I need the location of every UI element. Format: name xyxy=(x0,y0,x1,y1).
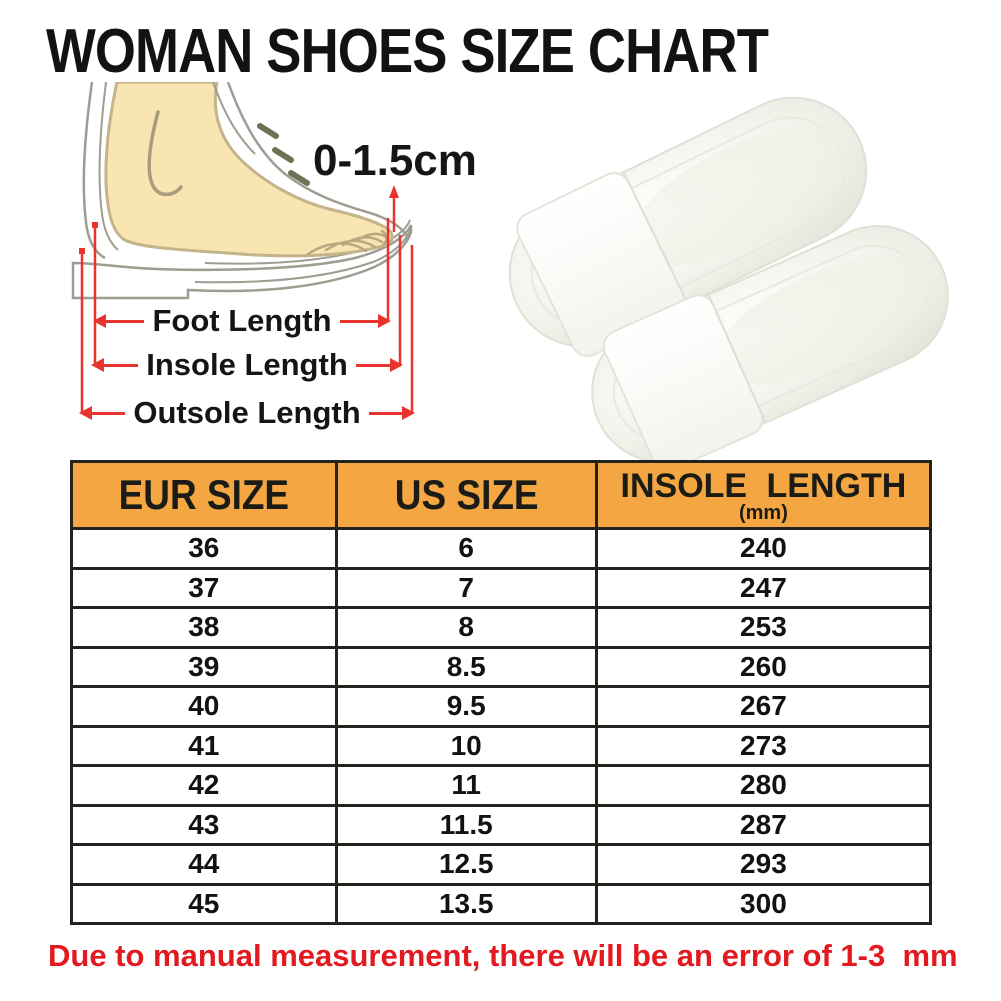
table-row: 37 7 247 xyxy=(70,566,933,609)
measurement-row-insole-length: Insole Length xyxy=(91,347,403,383)
table-cell: 42 xyxy=(70,764,338,807)
table-row: 38 8 253 xyxy=(70,606,933,649)
table-cell: 39 xyxy=(70,645,338,688)
table-row: 36 6 240 xyxy=(70,527,933,570)
table-cell: 38 xyxy=(70,606,338,649)
insole-length-label: Insole Length xyxy=(146,347,348,382)
foot-measurement-diagram: 0-1.5cm Foot Length Insole Length Outsol… xyxy=(55,82,477,452)
toe-gap-label: 0-1.5cm xyxy=(313,136,477,185)
arrow-left-icon xyxy=(91,358,104,372)
table-header-row: EUR SIZE US SIZE INSOLE LENGTH (mm) xyxy=(70,460,933,530)
size-table: EUR SIZE US SIZE INSOLE LENGTH (mm) 36 6 2… xyxy=(70,460,933,925)
unit-mm-label: (mm) xyxy=(738,502,788,524)
table-cell: 240 xyxy=(594,527,933,570)
table-row: 41 10 273 xyxy=(70,724,933,767)
shoe-sole xyxy=(71,224,413,300)
slide-sandal-left xyxy=(508,96,868,357)
foot-length-label: Foot Length xyxy=(152,303,332,338)
table-cell: 11 xyxy=(334,764,598,807)
table-cell: 273 xyxy=(594,724,933,767)
arrow-right-icon xyxy=(378,314,391,328)
slide-sandals-illustration xyxy=(508,96,949,472)
arrow-left-icon xyxy=(93,314,106,328)
table-cell: 45 xyxy=(70,882,338,925)
arrow-right-icon xyxy=(390,358,403,372)
slide-sandal-right xyxy=(591,225,949,472)
table-row: 42 11 280 xyxy=(70,764,933,807)
sandals-image xyxy=(440,72,1001,472)
shoe-laces xyxy=(257,123,310,186)
table-cell: 8 xyxy=(334,606,598,649)
table-cell: 11.5 xyxy=(334,803,598,846)
table-cell: 8.5 xyxy=(334,645,598,688)
table-cell: 293 xyxy=(594,843,933,886)
table-cell: 6 xyxy=(334,527,598,570)
size-table-body: 36 6 240 37 7 247 38 8 253 39 8.5 260 40 9.5 267 41 10 27… xyxy=(70,527,933,925)
table-header-us-size: US SIZE xyxy=(334,460,598,530)
table-cell: 9.5 xyxy=(334,685,598,728)
foot-in-shoe-illustration xyxy=(71,82,414,414)
table-row: 40 9.5 267 xyxy=(70,685,933,728)
table-cell: 12.5 xyxy=(334,843,598,886)
table-row: 43 11.5 287 xyxy=(70,803,933,846)
table-cell: 260 xyxy=(594,645,933,688)
table-cell: 10 xyxy=(334,724,598,767)
arrow-right-icon xyxy=(402,406,416,420)
table-cell: 247 xyxy=(594,566,933,609)
toe-gap-arrow-icon xyxy=(389,185,399,198)
table-cell: 40 xyxy=(70,685,338,728)
table-cell: 300 xyxy=(594,882,933,925)
measurement-lines xyxy=(79,198,414,414)
foot-shape xyxy=(104,82,394,258)
table-cell: 44 xyxy=(70,843,338,886)
table-row: 45 13.5 300 xyxy=(70,882,933,925)
table-cell: 41 xyxy=(70,724,338,767)
table-row: 44 12.5 293 xyxy=(70,843,933,886)
table-cell: 13.5 xyxy=(334,882,598,925)
table-cell: 7 xyxy=(334,566,598,609)
table-cell: 253 xyxy=(594,606,933,649)
outsole-length-label: Outsole Length xyxy=(133,395,361,430)
table-cell: 267 xyxy=(594,685,933,728)
footnote: Due to manual measurement, there will be… xyxy=(48,938,958,973)
table-header-eur-size: EUR SIZE xyxy=(70,460,338,530)
arrow-left-icon xyxy=(79,406,92,420)
page-title: WOMAN SHOES SIZE CHART xyxy=(46,17,769,86)
measurement-row-outsole-length: Outsole Length xyxy=(79,395,416,431)
size-chart-table-container: EUR SIZE US SIZE INSOLE LENGTH (mm) 36 6 2… xyxy=(70,460,933,925)
table-cell: 36 xyxy=(70,527,338,570)
table-header-insole-length: INSOLE LENGTH (mm) xyxy=(594,460,933,530)
table-cell: 37 xyxy=(70,566,338,609)
table-cell: 287 xyxy=(594,803,933,846)
table-cell: 43 xyxy=(70,803,338,846)
table-row: 39 8.5 260 xyxy=(70,645,933,688)
measurement-row-foot-length: Foot Length xyxy=(93,303,391,339)
table-cell: 280 xyxy=(594,764,933,807)
